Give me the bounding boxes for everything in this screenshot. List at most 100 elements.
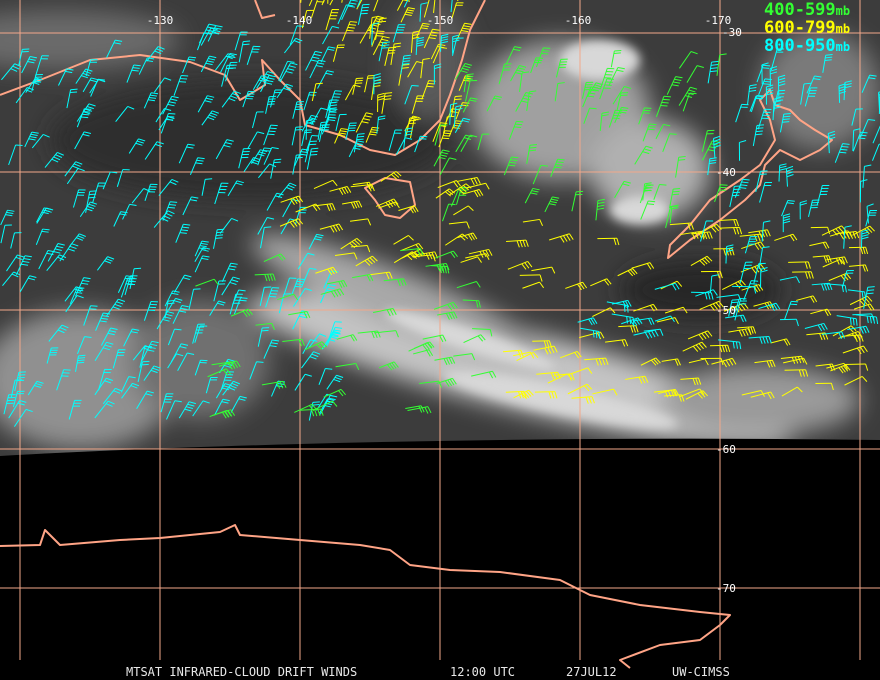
wind-barb: [153, 77, 172, 93]
latitude-label: -40: [716, 166, 736, 179]
wind-barb: [617, 268, 638, 277]
wind-barb: [643, 328, 664, 336]
wind-barb: [612, 85, 632, 105]
wind-barb: [862, 164, 872, 188]
wind-barb: [122, 203, 137, 220]
wind-barb: [848, 246, 869, 255]
wind-barb: [172, 305, 189, 324]
wind-barb: [182, 56, 197, 74]
wind-barb: [0, 209, 15, 226]
wind-barb: [98, 368, 112, 391]
wind-barb: [559, 350, 582, 359]
wind-barb: [194, 246, 210, 262]
wind-barb: [531, 266, 556, 274]
wind-barb: [712, 135, 721, 159]
wind-barb: [765, 84, 774, 105]
wind-barb: [242, 90, 256, 108]
wind-barb: [138, 57, 155, 75]
wind-barb: [781, 386, 803, 397]
wind-barb: [834, 143, 850, 163]
wind-barb: [567, 383, 593, 395]
wind-barb: [453, 205, 474, 216]
wind-barb: [162, 201, 178, 221]
wind-barb: [200, 55, 217, 73]
wind-barb: [822, 258, 845, 268]
wind-barb: [100, 327, 118, 346]
wind-barb: [155, 108, 172, 123]
wind-barb: [96, 256, 115, 271]
wind-barb: [407, 60, 424, 78]
wind-barb: [633, 317, 655, 326]
wind-barb: [320, 46, 336, 63]
wind-barb: [8, 144, 23, 166]
wind-barb: [313, 179, 338, 190]
legend-unit: mb: [836, 4, 850, 18]
wind-barb: [773, 89, 786, 113]
wind-barb: [378, 361, 399, 371]
wind-barb: [365, 126, 380, 143]
wind-barb: [625, 375, 649, 384]
wind-barb: [126, 64, 141, 83]
wind-barb: [452, 34, 460, 54]
wind-barb: [778, 163, 787, 182]
wind-barb: [526, 144, 537, 164]
wind-barb: [460, 134, 478, 152]
wind-barb: [35, 55, 49, 76]
wind-barb: [189, 157, 205, 176]
wind-barb: [571, 190, 584, 212]
wind-barb: [687, 330, 713, 341]
wind-barb: [555, 58, 568, 78]
wind-barb: [332, 44, 345, 62]
wind-barb: [761, 220, 771, 242]
longitude-label: -130: [147, 14, 174, 27]
wind-barb: [553, 373, 575, 381]
wind-barb: [463, 334, 486, 343]
wind-barb: [131, 188, 151, 204]
wind-barb: [718, 218, 740, 227]
wind-barb: [282, 338, 305, 347]
wind-barb: [519, 274, 543, 282]
wind-barb: [76, 336, 92, 355]
wind-barb: [144, 141, 164, 160]
wind-barb: [283, 277, 297, 295]
wind-barb: [321, 116, 337, 135]
wind-barb: [710, 344, 731, 353]
wind-barb: [669, 222, 694, 231]
wind-barb: [46, 254, 67, 272]
wind-barb: [124, 275, 138, 296]
wind-barb: [170, 343, 189, 363]
wind-barb: [47, 243, 65, 262]
wind-barb: [754, 359, 776, 368]
wind-barb: [35, 228, 50, 246]
legend: 400-599mb 600-799mb 800-950mb: [764, 0, 850, 56]
wind-barb: [2, 271, 21, 286]
wind-barb: [83, 305, 98, 326]
wind-barb: [85, 190, 97, 213]
wind-barb: [317, 121, 328, 140]
wind-barb: [505, 46, 522, 65]
wind-barb: [533, 345, 558, 355]
wind-barb: [700, 357, 724, 366]
wind-barb: [263, 147, 279, 165]
wind-barb: [642, 123, 657, 142]
wind-barb: [654, 315, 675, 323]
wind-barb: [95, 312, 111, 331]
wind-barb: [526, 90, 537, 112]
latitude-label: -30: [722, 26, 742, 39]
wind-barb: [861, 74, 877, 93]
wind-barb: [146, 46, 165, 62]
wind-barb: [516, 351, 539, 362]
wind-barb: [748, 335, 772, 344]
wind-barb: [405, 117, 417, 137]
wind-barb: [94, 341, 114, 361]
wind-barb: [800, 82, 812, 105]
wind-barb: [15, 87, 34, 104]
wind-barb: [305, 50, 323, 71]
legend-range: 800-950: [764, 36, 836, 56]
wind-barb: [348, 140, 365, 158]
wind-barb: [415, 36, 425, 55]
wind-barb: [303, 91, 317, 111]
wind-barb: [855, 314, 879, 325]
wind-barb: [238, 40, 251, 63]
wind-barb: [716, 294, 742, 302]
